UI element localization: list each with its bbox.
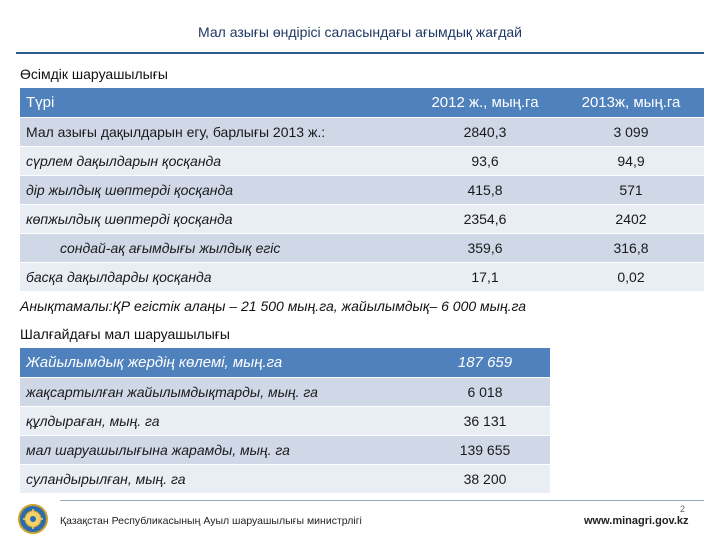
table-row: жақсартылған жайылымдықтарды, мың. га 6 …	[20, 377, 550, 407]
cell-2012: 17,1	[412, 262, 558, 292]
row-label: мал шаруашылығына жарамды, мың. га	[20, 435, 420, 465]
page-title: Мал азығы өндірісі саласындағы ағымдық ж…	[198, 24, 522, 40]
pasture-table: Жайылымдық жердің көлемі, мың.га 187 659…	[20, 348, 550, 494]
title-divider	[16, 52, 704, 54]
row-label: дір жылдық шөптерді қосқанда	[20, 175, 412, 205]
table-row: Мал азығы дақылдарын егу, барлығы 2013 ж…	[20, 117, 704, 147]
cell-2013: 2402	[558, 204, 704, 234]
row-label: басқа дақылдарды қосқанда	[20, 262, 412, 292]
row-label: сондай-ақ ағымдығы жылдық егіс	[20, 233, 412, 263]
table-row: дір жылдық шөптерді қосқанда 415,8 571	[20, 175, 704, 205]
row-label: жақсартылған жайылымдықтарды, мың. га	[20, 377, 420, 407]
column-header-2013: 2013ж, мың.га	[558, 88, 704, 118]
table-row: басқа дақылдарды қосқанда 17,1 0,02	[20, 262, 704, 292]
cell-2012: 2840,3	[412, 117, 558, 147]
row-label: Мал азығы дақылдарын егу, барлығы 2013 ж…	[20, 117, 412, 147]
table-header-row: Түрі 2012 ж., мың.га 2013ж, мың.га	[20, 88, 704, 118]
reference-note: Анықтамалы:ҚР егістік алаңы – 21 500 мың…	[20, 298, 527, 314]
ministry-name: Қазақстан Республикасының Ауыл шаруашылы…	[60, 515, 362, 527]
cell-2012: 2354,6	[412, 204, 558, 234]
cell-2012: 93,6	[412, 146, 558, 176]
table-row: көпжылдық шөптерді қосқанда 2354,6 2402	[20, 204, 704, 234]
cell-2013: 94,9	[558, 146, 704, 176]
row-label: суландырылған, мың. га	[20, 464, 420, 494]
table-row: суландырылған, мың. га 38 200	[20, 464, 550, 494]
row-label: құлдыраған, мың. га	[20, 406, 420, 436]
cell-2012: 415,8	[412, 175, 558, 205]
cell-2013: 3 099	[558, 117, 704, 147]
row-value: 139 655	[420, 435, 550, 465]
table-row: мал шаруашылығына жарамды, мың. га 139 6…	[20, 435, 550, 465]
pasture-total-value: 187 659	[420, 348, 550, 378]
cell-2013: 316,8	[558, 233, 704, 263]
cell-2013: 571	[558, 175, 704, 205]
footer-divider	[60, 500, 704, 501]
row-label: көпжылдық шөптерді қосқанда	[20, 204, 412, 234]
section-pasture-heading: Шалғайдағы мал шаруашылығы	[20, 326, 230, 342]
section-crop-heading: Өсімдік шаруашылығы	[20, 66, 168, 82]
pasture-total-label: Жайылымдық жердің көлемі, мың.га	[20, 348, 420, 378]
column-header-type: Түрі	[20, 88, 412, 118]
row-value: 36 131	[420, 406, 550, 436]
column-header-2012: 2012 ж., мың.га	[412, 88, 558, 118]
state-emblem-icon	[18, 504, 48, 534]
table-header-row: Жайылымдық жердің көлемі, мың.га 187 659	[20, 348, 550, 378]
table-row: сондай-ақ ағымдығы жылдық егіс 359,6 316…	[20, 233, 704, 263]
cell-2013: 0,02	[558, 262, 704, 292]
row-label: сүрлем дақылдарын қосқанда	[20, 146, 412, 176]
page-number: 2	[680, 504, 686, 514]
table-row: құлдыраған, мың. га 36 131	[20, 406, 550, 436]
table-row: сүрлем дақылдарын қосқанда 93,6 94,9	[20, 146, 704, 176]
row-value: 6 018	[420, 377, 550, 407]
crop-table: Түрі 2012 ж., мың.га 2013ж, мың.га Мал а…	[20, 88, 704, 292]
row-value: 38 200	[420, 464, 550, 494]
cell-2012: 359,6	[412, 233, 558, 263]
website-link[interactable]: www.minagri.gov.kz	[584, 515, 689, 527]
